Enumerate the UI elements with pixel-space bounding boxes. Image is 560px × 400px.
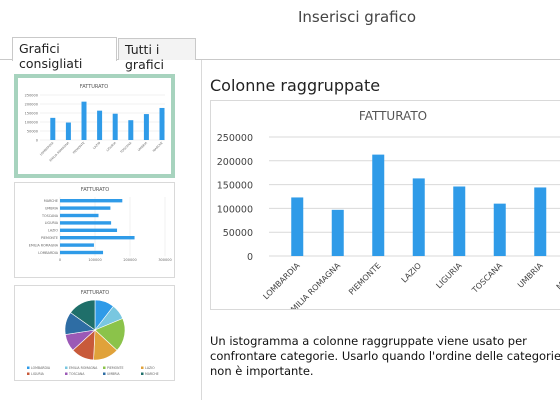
thumb-hbar	[60, 206, 111, 210]
thumbnail-clustered-bar[interactable]: FATTURATO 0 100000 200000 300000 MARCHE UMBRIA…	[14, 182, 175, 278]
pie-legend-label: LAZIO	[145, 366, 155, 370]
y-tick-label: 100000	[217, 204, 253, 215]
x-tick-label: LAZIO	[400, 261, 424, 285]
x-tick-label: UMBRIA	[516, 261, 545, 290]
x-tick-label: LIGURIA	[434, 261, 464, 291]
title-bar: Inserisci grafico	[0, 0, 560, 34]
thumb-x-tick: 0	[59, 258, 61, 262]
thumb-bar	[81, 101, 87, 140]
thumb-y-tick: PIEMONTE	[41, 236, 58, 240]
pie-legend-label: LOMBARDIA	[31, 366, 51, 370]
thumb-x-tick: MARCHE	[152, 141, 164, 153]
y-tick-label: 50000	[223, 228, 253, 239]
thumb-x-tick: 300000	[158, 258, 171, 262]
bar-liguria	[453, 186, 466, 256]
window-title: Inserisci grafico	[298, 8, 417, 26]
bar-lazio	[412, 178, 425, 256]
chart-preview: FATTURATO 0 50000 100000 150000 200000 250000 L…	[210, 100, 560, 318]
thumb-x-tick: LOMBARDIA	[39, 140, 55, 156]
thumb-y-tick: EMILIA ROMAGNA	[29, 243, 59, 247]
thumb-hbar	[60, 228, 118, 232]
x-tick-label: PIEMONTE	[347, 261, 383, 297]
tab-recommended-charts[interactable]: Grafici consigliati	[12, 37, 117, 71]
main-column-chart: FATTURATO 0 50000 100000 150000 200000 250000 L…	[217, 109, 560, 318]
thumb-y-tick: LOMBARDIA	[38, 251, 58, 255]
thumb-bar	[159, 107, 165, 140]
bar-piemonte	[372, 154, 385, 256]
thumb-hbar	[60, 221, 112, 225]
thumb-title: FATTURATO	[81, 187, 109, 193]
recommended-charts-list	[14, 60, 202, 400]
thumb-y-tick: UMBRIA	[45, 206, 59, 210]
pie-slice	[70, 299, 96, 331]
thumbnail-pie-chart: FATTURATO LOMBARDIA EMILIA ROMAGNA PIEMONTE…	[27, 290, 159, 376]
pie-legend-label: PIEMONTE	[107, 366, 123, 370]
tab-all-charts[interactable]: Tutti i grafici	[118, 38, 196, 72]
pie-legend-swatch	[65, 366, 68, 369]
y-tick-label: 200000	[217, 157, 253, 168]
pie-legend-swatch	[141, 372, 144, 375]
x-tick-label: TOSCANA	[470, 261, 505, 296]
thumb-y-tick: 250000	[25, 94, 38, 98]
pie-legend-swatch	[27, 372, 30, 375]
thumb-y-tick: LAZIO	[48, 229, 58, 233]
thumb-y-tick: 0	[36, 139, 38, 143]
pie-legend-swatch	[27, 366, 30, 369]
thumb-y-tick: 100000	[25, 121, 38, 125]
thumb-title: FATTURATO	[81, 290, 109, 296]
x-tick-label: LOMBARDIA	[261, 261, 302, 302]
thumbnail-clustered-column[interactable]: FATTURATO 0 50000 100000 150000 200000 250000 L…	[14, 74, 175, 178]
chart-description: Un istogramma a colonne raggruppate vien…	[210, 334, 560, 378]
thumbnail-bar-chart: FATTURATO 0 100000 200000 300000 MARCHE UMBRIA…	[29, 187, 172, 262]
thumb-y-tick: MARCHE	[44, 199, 58, 203]
thumb-bar	[97, 110, 103, 140]
pie-legend-label: TOSCANA	[68, 372, 85, 376]
thumb-x-tick: UMBRIA	[137, 140, 149, 152]
y-tick-label: 0	[247, 252, 253, 263]
chart-title: FATTURATO	[359, 109, 427, 123]
thumb-y-tick: 200000	[25, 103, 38, 107]
thumb-hbar	[60, 250, 104, 255]
pie-legend-swatch	[65, 372, 68, 375]
y-tick-label: 250000	[217, 133, 253, 144]
thumb-bar	[112, 113, 118, 140]
x-tick-label: MARCHE	[555, 261, 560, 292]
thumbnail-pie[interactable]: FATTURATO LOMBARDIA EMILIA ROMAGNA PIEMONTE…	[14, 285, 175, 381]
thumb-hbar	[60, 243, 94, 247]
thumb-bar	[143, 114, 149, 140]
thumb-x-tick: PIEMONTE	[72, 141, 86, 155]
thumb-x-tick: 200000	[123, 258, 136, 262]
bar-lombardia	[291, 197, 304, 256]
tab-strip: Grafici consigliati Tutti i grafici	[0, 34, 560, 72]
thumb-x-tick: LIGURIA	[106, 140, 118, 152]
thumb-hbar	[60, 199, 123, 203]
thumb-y-tick: LIGURIA	[45, 221, 59, 225]
thumb-y-tick: 50000	[27, 130, 38, 134]
pie-legend-swatch	[103, 366, 106, 369]
bar-toscana	[493, 203, 506, 256]
pie-legend-swatch	[141, 366, 144, 369]
thumb-x-tick: TOSCANA	[119, 140, 133, 154]
bar-umbria	[534, 187, 547, 256]
chart-type-heading: Colonne raggruppate	[210, 76, 381, 95]
pie-legend-label: MARCHE	[145, 372, 159, 376]
thumb-bar	[128, 120, 134, 140]
thumb-x-tick: LAZIO	[92, 140, 102, 150]
thumb-y-tick: TOSCANA	[41, 214, 59, 218]
thumb-hbar	[60, 236, 135, 240]
y-tick-label: 150000	[217, 181, 253, 192]
pie-legend-swatch	[103, 372, 106, 375]
thumb-bar	[65, 122, 71, 140]
thumb-y-tick: 150000	[25, 112, 38, 116]
pie-legend-label: LIGURIA	[31, 372, 45, 376]
pie-legend-label: EMILIA ROMAGNA	[69, 366, 98, 370]
thumbnail-column-chart: FATTURATO 0 50000 100000 150000 200000 250000 L…	[25, 84, 165, 163]
thumb-hbar	[60, 213, 99, 218]
pie-legend-label: UMBRIA	[107, 372, 120, 376]
thumb-x-tick: 100000	[88, 258, 101, 262]
thumb-bar	[50, 117, 56, 140]
bar-emilia-romagna	[331, 209, 344, 256]
thumb-title: FATTURATO	[80, 84, 108, 90]
